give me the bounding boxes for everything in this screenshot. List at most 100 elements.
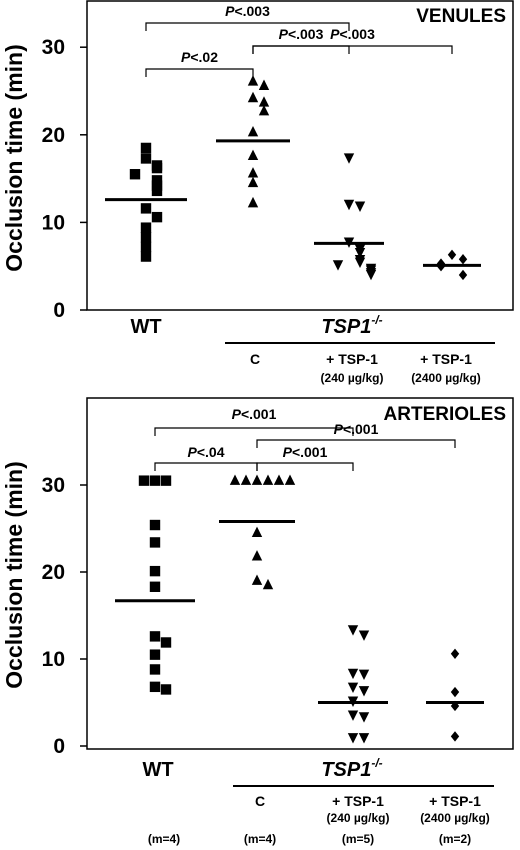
arterioles-plot-frame <box>86 397 514 750</box>
venules-y-tick-label: 30 <box>42 36 65 59</box>
arterioles-y-tick-label: 0 <box>53 735 65 758</box>
arterioles-point-c <box>284 474 296 485</box>
arterioles-point-c <box>240 474 252 485</box>
arterioles-y-tick-label: 20 <box>42 561 65 584</box>
arterioles-category-sublabel-tsp240: (240 µg/kg) <box>327 811 390 825</box>
arterioles-point-wt <box>149 519 161 531</box>
arterioles-point-wt <box>149 631 161 642</box>
arterioles-point-c <box>251 474 263 485</box>
venules-title: VENULES <box>416 6 506 27</box>
arterioles-point-c <box>251 574 263 585</box>
venules-point-wt <box>151 185 163 197</box>
arterioles-point-wt <box>149 664 161 675</box>
arterioles-point-wt <box>160 637 172 648</box>
arterioles-point-c <box>229 474 241 485</box>
arterioles-y-ticks: 0 10 20 30 <box>42 474 87 758</box>
arterioles-point-wt <box>149 565 161 577</box>
venules-point-tsp240 <box>354 247 366 259</box>
arterioles-point-wt <box>149 475 161 486</box>
arterioles-pvalue-wt-vs-tsp240: P<.001 <box>232 406 277 422</box>
arterioles-y-tick-label: 30 <box>42 474 65 497</box>
arterioles-point-tsp2400 <box>450 731 460 742</box>
venules-point-c <box>247 75 259 86</box>
venules-category-label-tsp240: + TSP-1 <box>326 351 378 367</box>
arterioles-point-wt <box>160 475 172 486</box>
venules-category-label-tsp2400: + TSP-1 <box>420 351 472 367</box>
arterioles-category-label-tsp2400: + TSP-1 <box>429 793 481 809</box>
venules-point-wt <box>151 162 163 174</box>
venules-point-wt <box>140 153 152 164</box>
arterioles-category-label-wt: WT <box>142 759 173 781</box>
arterioles-point-c <box>262 578 274 590</box>
arterioles-count-c: (m=4) <box>244 832 276 846</box>
venules-pvalue-c-vs-tsp240: P<.003 <box>279 26 324 42</box>
venules-point-c <box>247 149 259 161</box>
venules-group-superscript: -/- <box>371 313 382 327</box>
arterioles-pvalue-c-vs-tsp2400: P<.001 <box>334 421 379 437</box>
arterioles-point-wt <box>149 537 161 548</box>
venules-group-name: TSP1 <box>321 316 371 338</box>
arterioles-point-wt <box>160 684 172 695</box>
venules-point-tsp240 <box>332 260 344 271</box>
venules-point-c <box>258 96 270 107</box>
venules-point-tsp2400 <box>458 269 468 281</box>
venules-comparison-brackets: P<.003 P<.003 P<.02 P<.003 <box>145 3 453 77</box>
arterioles-point-wt <box>149 681 161 693</box>
venules-group-label: TSP1-/- <box>321 313 382 338</box>
venules-point-c <box>247 176 259 188</box>
arterioles-y-tick-label: 10 <box>42 648 65 671</box>
venules-point-wt <box>140 232 152 243</box>
arterioles-title: ARTERIOLES <box>384 404 506 425</box>
venules-point-c <box>258 104 270 116</box>
arterioles-point-tsp240 <box>347 710 359 721</box>
arterioles-count-wt: (m=4) <box>148 832 180 846</box>
venules-point-wt <box>140 222 152 233</box>
venules-pvalue-wt-vs-c: P<.02 <box>181 49 218 65</box>
arterioles-count-tsp240: (m=5) <box>342 832 374 846</box>
arterioles-group-label: TSP1-/- <box>321 756 382 781</box>
arterioles-mean-lines <box>115 520 484 704</box>
venules-point-wt <box>140 203 152 214</box>
venules-point-wt <box>140 251 152 262</box>
arterioles-data-points <box>138 474 460 744</box>
arterioles-pvalue-c-vs-tsp240: P<.001 <box>283 444 328 460</box>
venules-point-c <box>247 125 259 137</box>
venules-point-wt <box>140 241 152 253</box>
arterioles-bracket-wt-vs-tsp240 <box>154 427 354 436</box>
venules-bracket-c-vs-tsp2400 <box>252 45 453 54</box>
venules-point-tsp240 <box>365 269 377 281</box>
arterioles-point-wt <box>149 649 161 660</box>
venules-point-tsp240 <box>343 153 355 164</box>
venules-panel: VENULES Occlusion time (min) 0 10 20 30 P<.… <box>1 0 514 385</box>
venules-point-wt <box>151 211 163 223</box>
arterioles-y-axis-label: Occlusion time (min) <box>1 461 27 688</box>
venules-point-tsp240 <box>354 257 366 269</box>
venules-y-tick-label: 0 <box>53 299 65 322</box>
venules-point-wt <box>129 169 141 180</box>
arterioles-group-name: TSP1 <box>321 759 371 781</box>
arterioles-point-tsp240 <box>358 686 370 697</box>
venules-point-tsp240 <box>354 201 366 212</box>
arterioles-point-c <box>251 526 263 538</box>
arterioles-pvalue-wt-vs-c: P<.04 <box>188 444 225 460</box>
arterioles-point-tsp2400 <box>450 648 460 659</box>
venules-plot-frame <box>86 0 514 311</box>
arterioles-point-c <box>273 474 285 485</box>
venules-category-sublabel-tsp2400: (2400 µg/kg) <box>411 371 481 385</box>
venules-category-sublabel-tsp240: (240 µg/kg) <box>321 371 384 385</box>
arterioles-bracket-c-vs-tsp240 <box>256 462 354 471</box>
venules-category-label-c: C <box>250 351 260 367</box>
arterioles-point-wt <box>149 581 161 592</box>
arterioles-bracket-wt-vs-c <box>154 462 258 471</box>
arterioles-point-tsp240 <box>347 733 359 744</box>
venules-point-tsp2400 <box>447 249 457 261</box>
arterioles-point-tsp240 <box>358 630 370 641</box>
arterioles-point-tsp240 <box>347 668 359 680</box>
arterioles-category-sublabel-tsp2400: (2400 µg/kg) <box>420 811 490 825</box>
arterioles-bracket-c-vs-tsp2400 <box>256 439 456 448</box>
arterioles-comparison-brackets: P<.001 P<.001 P<.04 P<.001 <box>154 406 456 471</box>
venules-point-tsp2400 <box>458 253 468 265</box>
arterioles-count-tsp2400: (m=2) <box>439 832 471 846</box>
arterioles-panel: ARTERIOLES Occlusion time (min) 0102030 … <box>1 397 514 846</box>
